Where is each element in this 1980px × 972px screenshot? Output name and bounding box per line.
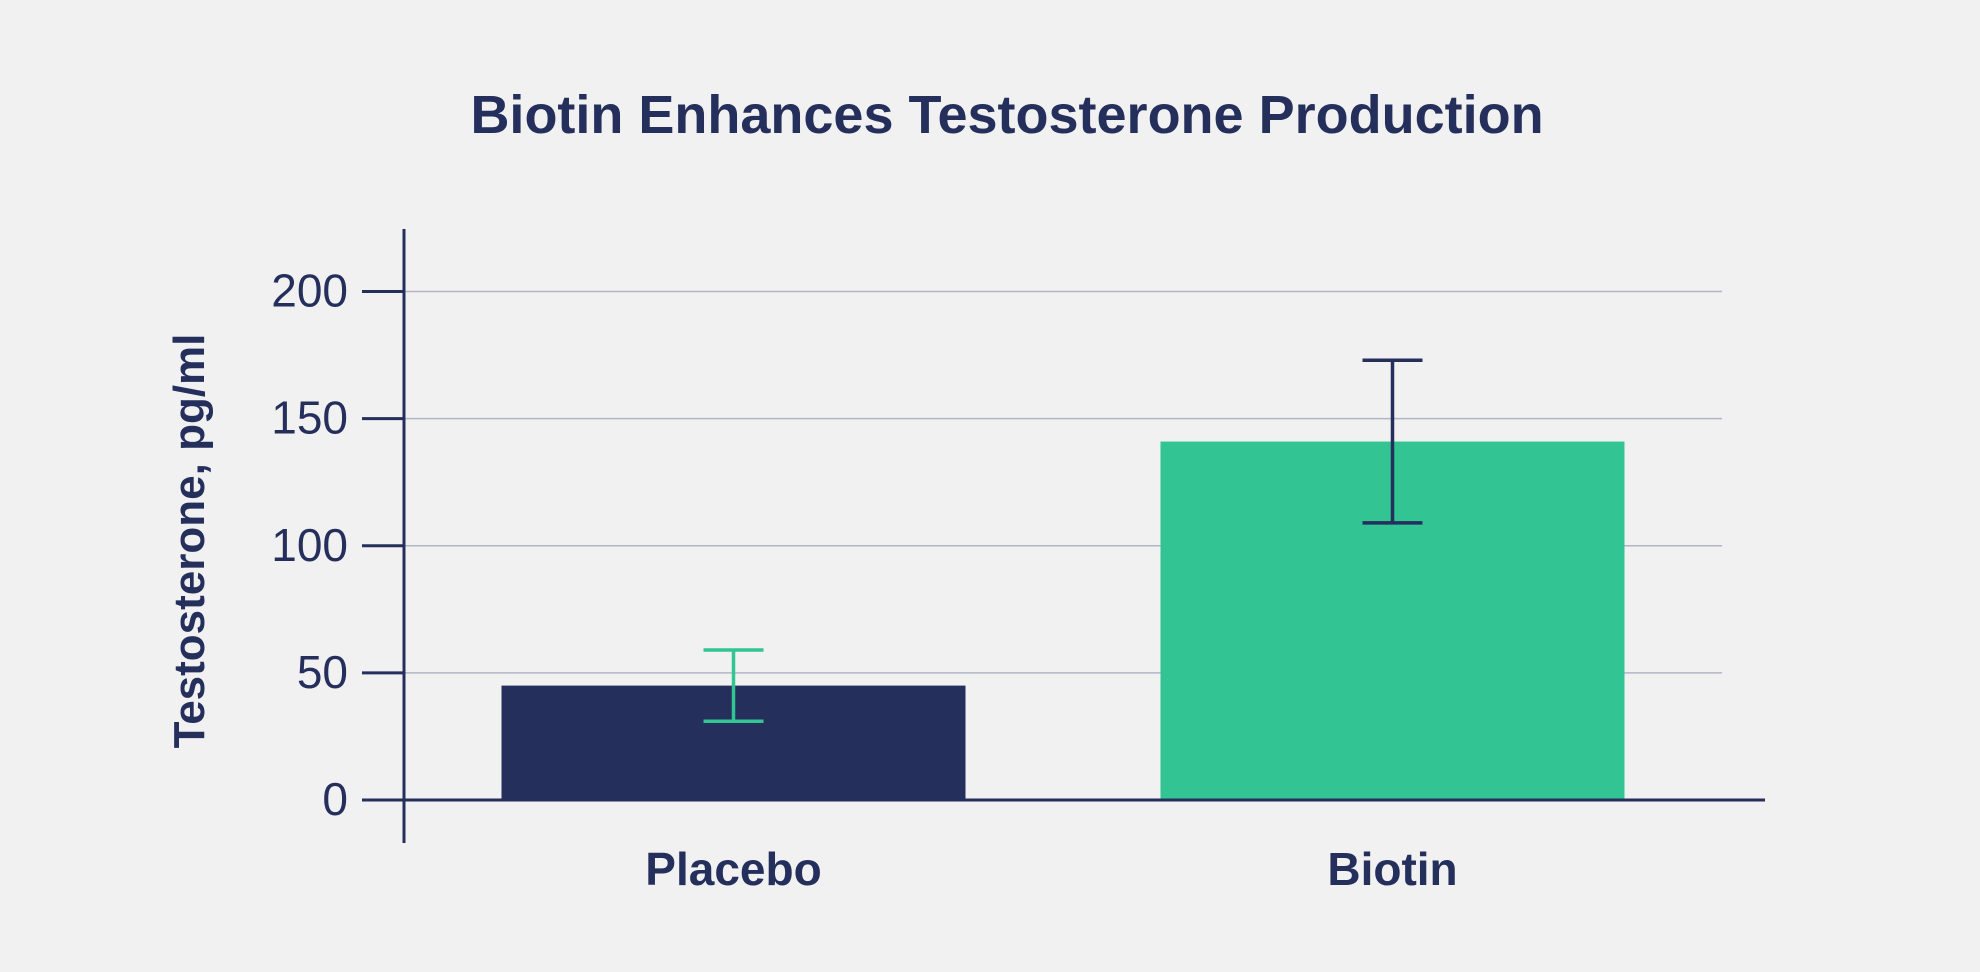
y-tick-label-200: 200 (271, 265, 348, 317)
y-tick-label-0: 0 (322, 773, 348, 825)
error-bar-biotin (1362, 358, 1423, 525)
y-tick-label-100: 100 (271, 519, 348, 571)
bars (501, 441, 1625, 800)
chart-title: Biotin Enhances Testosterone Production (470, 85, 1543, 145)
x-tick-label-biotin: Biotin (1327, 843, 1457, 895)
axis-labels: 0 50 100 150 200 Placebo Biotin (271, 265, 1457, 895)
y-axis-label: Testosterone, pg/ml (165, 334, 214, 749)
y-tick-label-150: 150 (271, 392, 348, 444)
axes (362, 229, 1765, 843)
error-bar-placebo (703, 648, 764, 723)
y-tick-label-50: 50 (297, 646, 348, 698)
error-bars (703, 358, 1423, 723)
x-tick-label-placebo: Placebo (645, 843, 821, 895)
